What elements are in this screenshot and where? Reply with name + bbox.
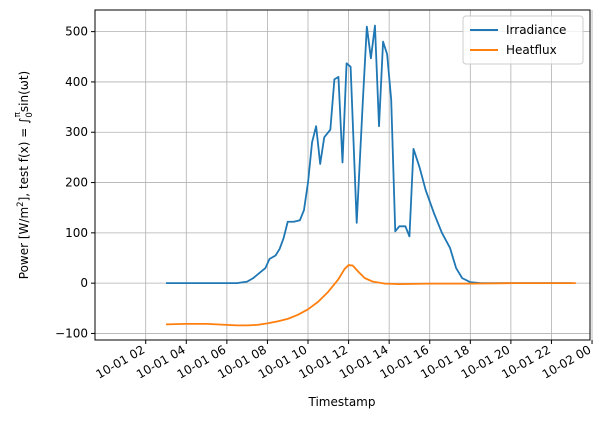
y-axis-label-prefix: Power [W/m [17, 207, 31, 279]
y-axis-ticks: −100 0 100 200 300 400 500 [55, 25, 95, 340]
series-line-irradiance [166, 24, 572, 285]
y-axis-label-integral-lower: 0 [25, 112, 35, 117]
y-axis-label-integral-upper: π [13, 112, 23, 117]
legend-label-heatflux: Heatflux [506, 43, 557, 57]
y-tick-label: −100 [55, 326, 88, 340]
y-axis-label-suffix: sin(ωt) [17, 71, 31, 112]
y-axis-label-middle: ], test f(x) = ∫ [17, 118, 31, 202]
y-axis-label-superscript: 2 [16, 201, 26, 206]
y-tick-label: 300 [65, 125, 88, 139]
y-axis-label: Power [W/m2], test f(x) = ∫0πsin(ωt) [13, 71, 35, 279]
legend: Irradiance Heatflux [462, 15, 584, 65]
y-tick-label: 0 [80, 276, 88, 290]
x-axis-label: Timestamp [308, 395, 376, 409]
series-layer [165, 24, 576, 327]
series-line-heatflux [165, 264, 576, 327]
plot-frame [94, 9, 591, 341]
y-tick-label: 100 [65, 226, 88, 240]
y-tick-label: 200 [65, 176, 88, 190]
legend-label-irradiance: Irradiance [506, 23, 566, 37]
legend-box [462, 15, 584, 65]
y-tick-label: 400 [65, 75, 88, 89]
y-tick-label: 500 [65, 25, 88, 39]
